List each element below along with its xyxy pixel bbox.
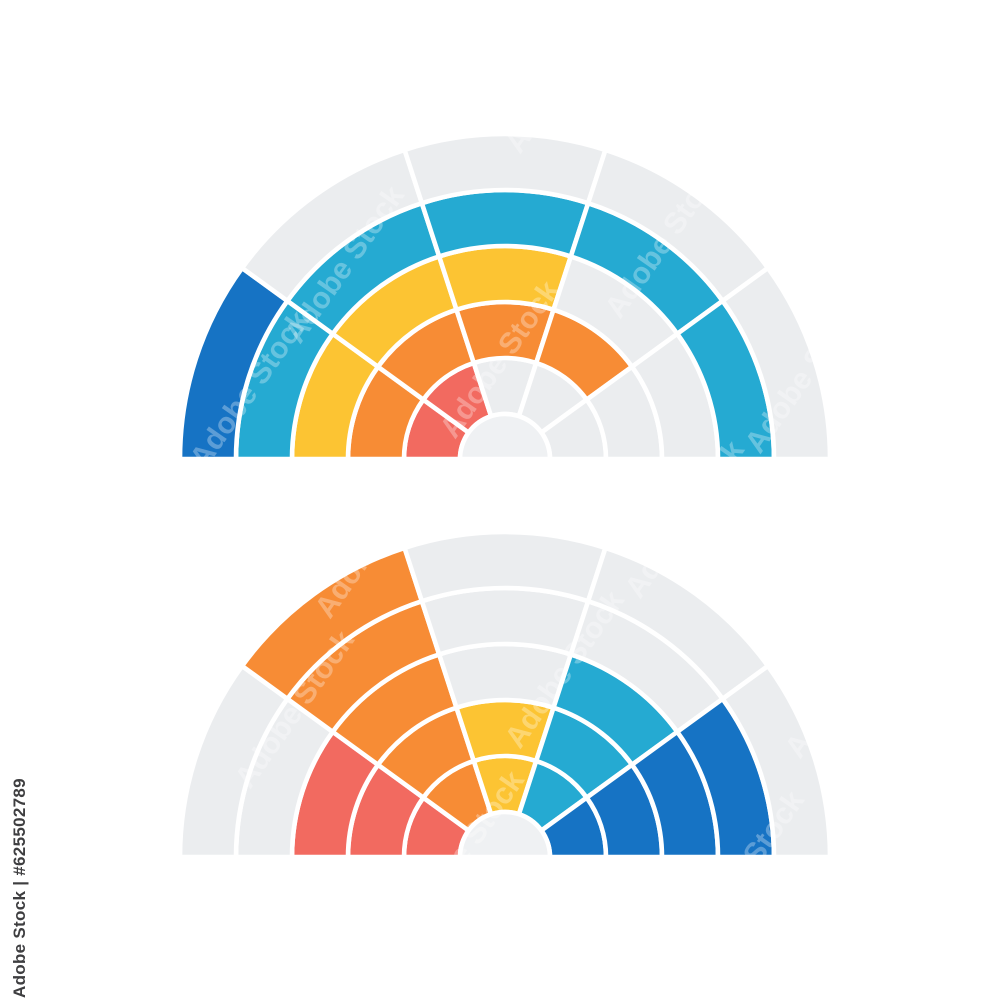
bottom-semicircle-chart-cell-ring5-sector5 xyxy=(719,662,833,857)
stock-id-watermark: Adobe Stock | #625502789 xyxy=(10,778,29,998)
top-semicircle-chart-cell-ring4-sector3 xyxy=(418,187,592,260)
top-semicircle-chart xyxy=(177,131,833,459)
ghost-watermark-tile: Adobe Stock xyxy=(769,75,901,244)
ghost-watermark-tile: Adobe Stock xyxy=(619,435,751,604)
ghost-watermark-tile: Adobe Stock xyxy=(499,0,631,159)
bottom-semicircle-chart xyxy=(177,529,833,857)
top-semicircle-chart-center-hole xyxy=(457,411,553,459)
ghost-watermark-tile: Adobe Stock xyxy=(779,595,911,764)
top-semicircle-chart-cell-ring5-sector5 xyxy=(719,264,833,459)
ghost-watermark-tile: Adobe Stock xyxy=(194,45,326,214)
bottom-semicircle-chart-center-hole xyxy=(457,809,553,857)
